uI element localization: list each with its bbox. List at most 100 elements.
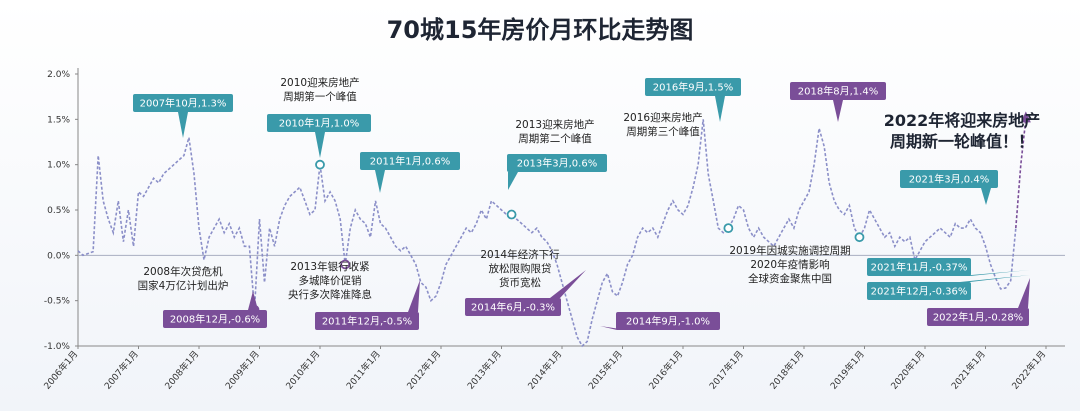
callout-text: 2021年12月,-0.36% (871, 285, 968, 298)
callout-pointer (960, 275, 1030, 282)
x-tick-label: 2016年1月 (646, 348, 685, 391)
chart-title: 70城15年房价月环比走势图 (387, 16, 694, 44)
callout-label: 2011年1月,0.6% (360, 152, 460, 193)
projection-line (1015, 119, 1027, 229)
data-point-marker (854, 232, 865, 243)
x-tick-label: 2008年1月 (162, 348, 201, 391)
callout-text: 2008年12月,-0.6% (170, 313, 260, 326)
annotation-note: 央行多次降准降息 (288, 288, 372, 301)
annotation-note: 全球资金聚焦中国 (748, 272, 832, 285)
callout-box (867, 258, 971, 276)
callout-label: 2016年9月,1.5% (645, 78, 741, 122)
callout-label: 2014年9月,-1.0% (600, 312, 720, 330)
callout-text: 2013年3月,0.6% (517, 157, 597, 170)
annotation-note: 周期第三个峰值 (626, 125, 700, 138)
callout-pointer (715, 96, 725, 122)
y-tick-label: 1.5% (47, 115, 70, 125)
callout-pointer (315, 132, 325, 158)
annotation-note: 2014年经济下行 (480, 248, 560, 261)
callout-box (360, 152, 460, 170)
x-tick-label: 2017年1月 (707, 348, 746, 391)
y-tick-label: -1.0% (44, 342, 71, 352)
data-point-marker (340, 259, 351, 270)
annotation-note: 2008年次贷危机 (143, 265, 223, 278)
annotation-note: 国家4万亿计划出炉 (138, 279, 229, 292)
callout-pointer (508, 172, 518, 190)
callout-label: 2011年12月,-0.5% (315, 280, 420, 330)
callout-box (867, 282, 971, 300)
y-tick-label: 1.0% (47, 161, 70, 171)
x-tick-label: 2018年1月 (767, 348, 806, 391)
annotation-note: 放松限购限贷 (489, 262, 552, 275)
data-point-marker (315, 159, 325, 170)
y-tick-label: 0.0% (47, 251, 70, 261)
x-tick-label: 2019年1月 (828, 348, 867, 391)
data-point-marker (506, 209, 517, 220)
callout-pointer (178, 112, 188, 138)
callout-text: 2014年9月,-1.0% (626, 315, 710, 328)
data-point-marker (723, 223, 734, 234)
callout-text: 2014年6月,-0.3% (471, 301, 555, 314)
callout-pointer (1018, 278, 1030, 308)
callout-label: 2021年3月,0.4% (900, 170, 998, 205)
callout-label: 2021年11月,-0.37% (867, 258, 1030, 276)
callout-pointer (248, 291, 258, 310)
callout-box (267, 114, 371, 132)
callout-label: 2008年12月,-0.6% (163, 291, 267, 328)
callout-pointer (408, 280, 420, 312)
x-tick-label: 2010年1月 (283, 348, 322, 391)
callout-pointer (981, 188, 991, 205)
y-tick-label: 2.0% (47, 70, 70, 80)
annotation-note: 多城降价促销 (299, 274, 362, 287)
callout-box (315, 312, 419, 330)
callout-text: 2010年1月,1.0% (279, 117, 359, 130)
callout-text: 2011年12月,-0.5% (322, 315, 412, 328)
x-tick-label: 2014年1月 (525, 348, 564, 391)
callout-text: 2018年8月,1.4% (798, 85, 878, 98)
callout-pointer (550, 270, 586, 298)
callout-label: 2018年8月,1.4% (790, 82, 886, 122)
x-tick-label: 2011年1月 (344, 348, 383, 391)
callout-text: 2011年1月,0.6% (370, 155, 450, 168)
annotation-note: 2013年银行收紧 (290, 260, 369, 273)
callout-box (645, 78, 741, 96)
callout-pointer (960, 270, 1030, 276)
x-tick-label: 2012年1月 (404, 348, 443, 391)
annotation-note: 周期第二个峰值 (518, 132, 592, 145)
callout-text: 2021年3月,0.4% (909, 173, 989, 186)
y-tick-label: 0.5% (47, 206, 70, 216)
annotation-note: 2010迎来房地产 (280, 76, 359, 89)
callout-pointer (833, 100, 843, 122)
x-tick-label: 2013年1月 (465, 348, 504, 391)
annotation-note: 2022年将迎来房地产 (884, 111, 1041, 130)
callout-box (790, 82, 886, 100)
annotation-note: 2016迎来房地产 (623, 111, 702, 124)
callout-box (133, 94, 233, 112)
callout-label: 2013年3月,0.6% (507, 154, 607, 190)
callout-box (507, 154, 607, 172)
callout-label: 2021年12月,-0.36% (867, 275, 1030, 300)
callout-label: 2010年1月,1.0% (267, 114, 371, 158)
callout-text: 2016年9月,1.5% (653, 81, 733, 94)
callout-box (927, 308, 1029, 326)
annotation-note: 货币宽松 (499, 276, 541, 289)
callout-box (163, 310, 267, 328)
callout-text: 2021年11月,-0.37% (871, 261, 968, 274)
callout-label: 2014年6月,-0.3% (465, 270, 586, 316)
callout-pointer (375, 170, 385, 193)
annotation-note: 周期第一个峰值 (283, 90, 357, 103)
annotation-note: 周期新一轮峰值！！ (890, 132, 1034, 151)
annotation-note: 2013迎来房地产 (515, 118, 594, 131)
x-tick-label: 2009年1月 (223, 348, 262, 391)
y-tick-label: -0.5% (44, 297, 71, 307)
projection-arrow-head (1020, 111, 1031, 123)
x-tick-label: 2020年1月 (888, 348, 927, 391)
x-tick-label: 2007年1月 (102, 348, 141, 391)
series-line (77, 119, 1017, 348)
callout-label: 2007年10月,1.3% (133, 94, 233, 138)
annotation-note: 2019年因城实施调控周期 (729, 244, 850, 257)
x-tick-label: 2022年1月 (1009, 348, 1048, 391)
annotation-note: 2020年疫情影响 (750, 258, 829, 271)
